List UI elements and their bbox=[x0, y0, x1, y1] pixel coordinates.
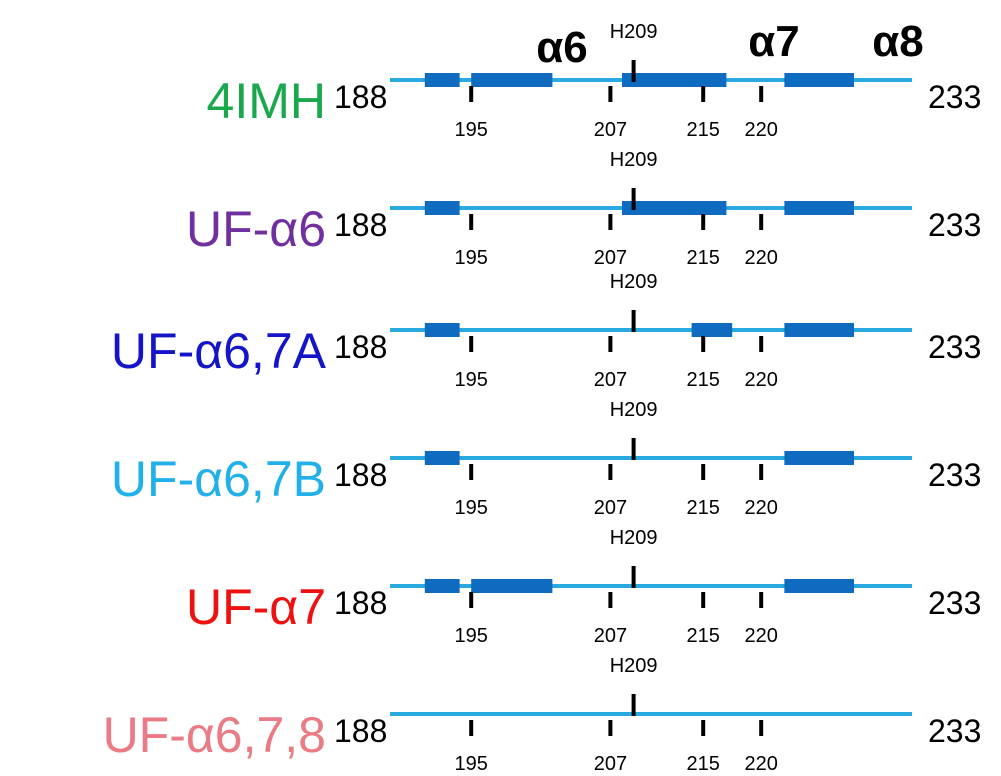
residue-tick-label: 215 bbox=[687, 497, 720, 519]
helix-header-a8: α8 bbox=[872, 17, 924, 66]
residue-tick-label: 220 bbox=[745, 369, 778, 391]
start-residue-label: 188 bbox=[334, 207, 387, 243]
helix-segment bbox=[622, 201, 727, 215]
h209-marker-label: H209 bbox=[610, 655, 658, 677]
construct-name: UF-α6,7B bbox=[111, 451, 326, 507]
helix-segment bbox=[424, 323, 460, 337]
residue-tick-label: 220 bbox=[745, 119, 778, 141]
h209-marker-label: H209 bbox=[610, 271, 658, 293]
construct-row: 4IMH 188 233 195 207 215 220 H209 bbox=[207, 21, 982, 141]
construct-row: UF-α6 188 233 195 207 215 220 H209 bbox=[186, 149, 981, 269]
helix-segment bbox=[784, 73, 854, 87]
residue-tick-label: 215 bbox=[687, 625, 720, 647]
helix-segment bbox=[784, 579, 854, 593]
helix-headers: α6 α7 α8 bbox=[536, 17, 924, 72]
helix-segment bbox=[784, 451, 854, 465]
start-residue-label: 188 bbox=[334, 79, 387, 115]
residue-tick-label: 195 bbox=[455, 753, 488, 775]
residue-tick-label: 195 bbox=[455, 625, 488, 647]
residue-tick-label: 195 bbox=[455, 369, 488, 391]
helix-header-a6: α6 bbox=[536, 23, 588, 72]
residue-tick-label: 207 bbox=[594, 369, 627, 391]
residue-tick-label: 207 bbox=[594, 497, 627, 519]
construct-row: UF-α7 188 233 195 207 215 220 H209 bbox=[186, 527, 981, 647]
helix-segment bbox=[424, 451, 460, 465]
end-residue-label: 233 bbox=[928, 713, 981, 749]
construct-name: UF-α6,7,8 bbox=[103, 707, 326, 763]
helix-header-a7: α7 bbox=[748, 17, 800, 66]
start-residue-label: 188 bbox=[334, 713, 387, 749]
start-residue-label: 188 bbox=[334, 329, 387, 365]
helix-segment bbox=[471, 73, 553, 87]
residue-tick-label: 207 bbox=[594, 119, 627, 141]
construct-name: UF-α6,7A bbox=[111, 323, 327, 379]
residue-tick-label: 220 bbox=[745, 247, 778, 269]
residue-tick-label: 220 bbox=[745, 497, 778, 519]
construct-name: UF-α6 bbox=[186, 201, 326, 257]
h209-marker-label: H209 bbox=[610, 21, 658, 43]
helix-segment bbox=[424, 73, 460, 87]
end-residue-label: 233 bbox=[928, 329, 981, 365]
residue-tick-label: 215 bbox=[687, 247, 720, 269]
helix-segment bbox=[471, 579, 553, 593]
helix-segment bbox=[622, 73, 727, 87]
start-residue-label: 188 bbox=[334, 585, 387, 621]
helix-segment bbox=[424, 579, 460, 593]
h209-marker-label: H209 bbox=[610, 149, 658, 171]
construct-row: UF-α6,7A 188 233 195 207 215 220 H209 bbox=[111, 271, 981, 391]
end-residue-label: 233 bbox=[928, 79, 981, 115]
residue-tick-label: 195 bbox=[455, 497, 488, 519]
end-residue-label: 233 bbox=[928, 207, 981, 243]
construct-name: 4IMH bbox=[207, 73, 326, 129]
residue-tick-label: 195 bbox=[455, 119, 488, 141]
helix-segment bbox=[691, 323, 733, 337]
h209-marker-label: H209 bbox=[610, 399, 658, 421]
residue-tick-label: 195 bbox=[455, 247, 488, 269]
residue-tick-label: 207 bbox=[594, 625, 627, 647]
end-residue-label: 233 bbox=[928, 457, 981, 493]
residue-tick-label: 220 bbox=[745, 753, 778, 775]
helix-segment bbox=[424, 201, 460, 215]
helix-segment bbox=[784, 201, 854, 215]
h209-marker-label: H209 bbox=[610, 527, 658, 549]
residue-tick-label: 215 bbox=[687, 369, 720, 391]
construct-row: UF-α6,7,8 188 233 195 207 215 220 H209 bbox=[103, 655, 982, 775]
residue-tick-label: 220 bbox=[745, 625, 778, 647]
construct-name: UF-α7 bbox=[186, 579, 326, 635]
residue-tick-label: 215 bbox=[687, 119, 720, 141]
residue-tick-label: 215 bbox=[687, 753, 720, 775]
helix-segment bbox=[784, 323, 854, 337]
start-residue-label: 188 bbox=[334, 457, 387, 493]
end-residue-label: 233 bbox=[928, 585, 981, 621]
residue-tick-label: 207 bbox=[594, 247, 627, 269]
construct-row: UF-α6,7B 188 233 195 207 215 220 H209 bbox=[111, 399, 981, 519]
residue-tick-label: 207 bbox=[594, 753, 627, 775]
